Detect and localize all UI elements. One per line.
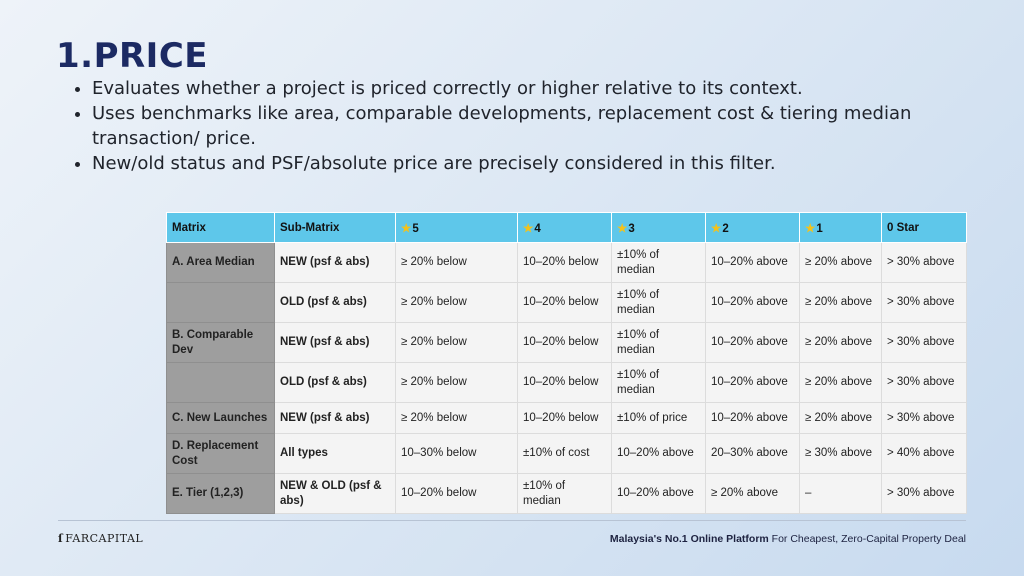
star2-cell: 10–20% above — [705, 362, 800, 403]
star5-cell: 10–30% below — [395, 433, 518, 474]
star3-cell: ±10% of median — [611, 242, 706, 283]
table-row: D. Replacement Cost All types 10–30% bel… — [166, 433, 967, 474]
tagline-bold: Malaysia's No.1 Online Platform — [609, 533, 769, 545]
star5-cell: ≥ 20% below — [395, 322, 518, 363]
sub-matrix-cell: NEW (psf & abs) — [274, 242, 396, 283]
star1-cell: ≥ 20% above — [799, 322, 882, 363]
header-4-star: ★4 — [517, 212, 612, 243]
star2-cell: ≥ 20% above — [705, 473, 800, 514]
star0-cell: > 40% above — [881, 433, 967, 474]
star0-cell: > 30% above — [881, 242, 967, 283]
header-matrix: Matrix — [166, 212, 275, 243]
star3-cell: ±10% of median — [611, 282, 706, 323]
star5-cell: ≥ 20% below — [395, 282, 518, 323]
star2-cell: 10–20% above — [705, 242, 800, 283]
star2-cell: 10–20% above — [705, 322, 800, 363]
star5-cell: ≥ 20% below — [395, 242, 518, 283]
page-title: 1.PRICE — [56, 36, 209, 76]
star3-cell: 10–20% above — [611, 433, 706, 474]
star2-cell: 20–30% above — [705, 433, 800, 474]
star2-cell: 10–20% above — [705, 402, 800, 434]
table-row: E. Tier (1,2,3) NEW & OLD (psf & abs) 10… — [166, 473, 967, 514]
table-row: A. Area Median NEW (psf & abs) ≥ 20% bel… — [166, 242, 967, 283]
sub-matrix-cell: NEW (psf & abs) — [274, 322, 396, 363]
bullet-item: Uses benchmarks like area, comparable de… — [92, 101, 972, 151]
table-row: OLD (psf & abs) ≥ 20% below 10–20% below… — [166, 362, 967, 403]
star5-cell: 10–20% below — [395, 473, 518, 514]
star4-cell: ±10% of cost — [517, 433, 612, 474]
star4-cell: 10–20% below — [517, 362, 612, 403]
header-sub-matrix: Sub-Matrix — [274, 212, 396, 243]
header-3-star: ★3 — [611, 212, 706, 243]
matrix-cell: E. Tier (1,2,3) — [166, 473, 275, 514]
star0-cell: > 30% above — [881, 362, 967, 403]
star5-cell: ≥ 20% below — [395, 362, 518, 403]
star0-cell: > 30% above — [881, 402, 967, 434]
footer-divider — [58, 520, 966, 521]
star1-cell: ≥ 20% above — [799, 282, 882, 323]
star3-cell: ±10% of median — [611, 322, 706, 363]
star4-cell: 10–20% below — [517, 402, 612, 434]
star0-cell: > 30% above — [881, 322, 967, 363]
star4-cell: 10–20% below — [517, 322, 612, 363]
star3-cell: ±10% of median — [611, 362, 706, 403]
matrix-cell: A. Area Median — [166, 242, 275, 283]
header-1-star: ★1 — [799, 212, 882, 243]
star1-cell: ≥ 20% above — [799, 402, 882, 434]
star1-cell: ≥ 30% above — [799, 433, 882, 474]
star-icon: ★ — [805, 222, 816, 235]
star-icon: ★ — [711, 222, 722, 235]
logo-mark-icon: ſ — [58, 532, 64, 545]
sub-matrix-cell: OLD (psf & abs) — [274, 362, 396, 403]
star0-cell: > 30% above — [881, 473, 967, 514]
table-row: C. New Launches NEW (psf & abs) ≥ 20% be… — [166, 402, 967, 434]
star3-cell: ±10% of price — [611, 402, 706, 434]
matrix-cell: B. Comparable Dev — [166, 322, 275, 363]
sub-matrix-cell: NEW (psf & abs) — [274, 402, 396, 434]
table-row: B. Comparable Dev NEW (psf & abs) ≥ 20% … — [166, 322, 967, 363]
tagline-rest: For Cheapest, Zero-Capital Property Deal — [768, 533, 966, 545]
footer-tagline: Malaysia's No.1 Online Platform For Chea… — [610, 533, 966, 545]
star-icon: ★ — [523, 222, 534, 235]
star3-cell: 10–20% above — [611, 473, 706, 514]
star5-cell: ≥ 20% below — [395, 402, 518, 434]
brand-logo: ſ FARCAPITAL — [58, 532, 143, 545]
sub-matrix-cell: NEW & OLD (psf & abs) — [274, 473, 396, 514]
matrix-cell — [166, 362, 275, 403]
logo-text: FARCAPITAL — [65, 532, 144, 545]
matrix-cell — [166, 282, 275, 323]
table-row: OLD (psf & abs) ≥ 20% below 10–20% below… — [166, 282, 967, 323]
star4-cell: ±10% of median — [517, 473, 612, 514]
star4-cell: 10–20% below — [517, 282, 612, 323]
star4-cell: 10–20% below — [517, 242, 612, 283]
header-2-star: ★2 — [705, 212, 800, 243]
bullet-list: Evaluates whether a project is priced co… — [72, 76, 972, 176]
bullet-item: Evaluates whether a project is priced co… — [92, 76, 972, 101]
star2-cell: 10–20% above — [705, 282, 800, 323]
table-header-row: Matrix Sub-Matrix ★5 ★4 ★3 ★2 ★1 0 Star — [166, 212, 967, 243]
sub-matrix-cell: OLD (psf & abs) — [274, 282, 396, 323]
matrix-cell: C. New Launches — [166, 402, 275, 434]
star1-cell: ≥ 20% above — [799, 362, 882, 403]
star1-cell: – — [799, 473, 882, 514]
header-0-star: 0 Star — [881, 212, 967, 243]
star-icon: ★ — [401, 222, 412, 235]
star1-cell: ≥ 20% above — [799, 242, 882, 283]
price-matrix-table: Matrix Sub-Matrix ★5 ★4 ★3 ★2 ★1 0 Star … — [166, 212, 967, 514]
sub-matrix-cell: All types — [274, 433, 396, 474]
matrix-cell: D. Replacement Cost — [166, 433, 275, 474]
star0-cell: > 30% above — [881, 282, 967, 323]
header-5-star: ★5 — [395, 212, 518, 243]
star-icon: ★ — [617, 222, 628, 235]
bullet-item: New/old status and PSF/absolute price ar… — [92, 151, 972, 176]
